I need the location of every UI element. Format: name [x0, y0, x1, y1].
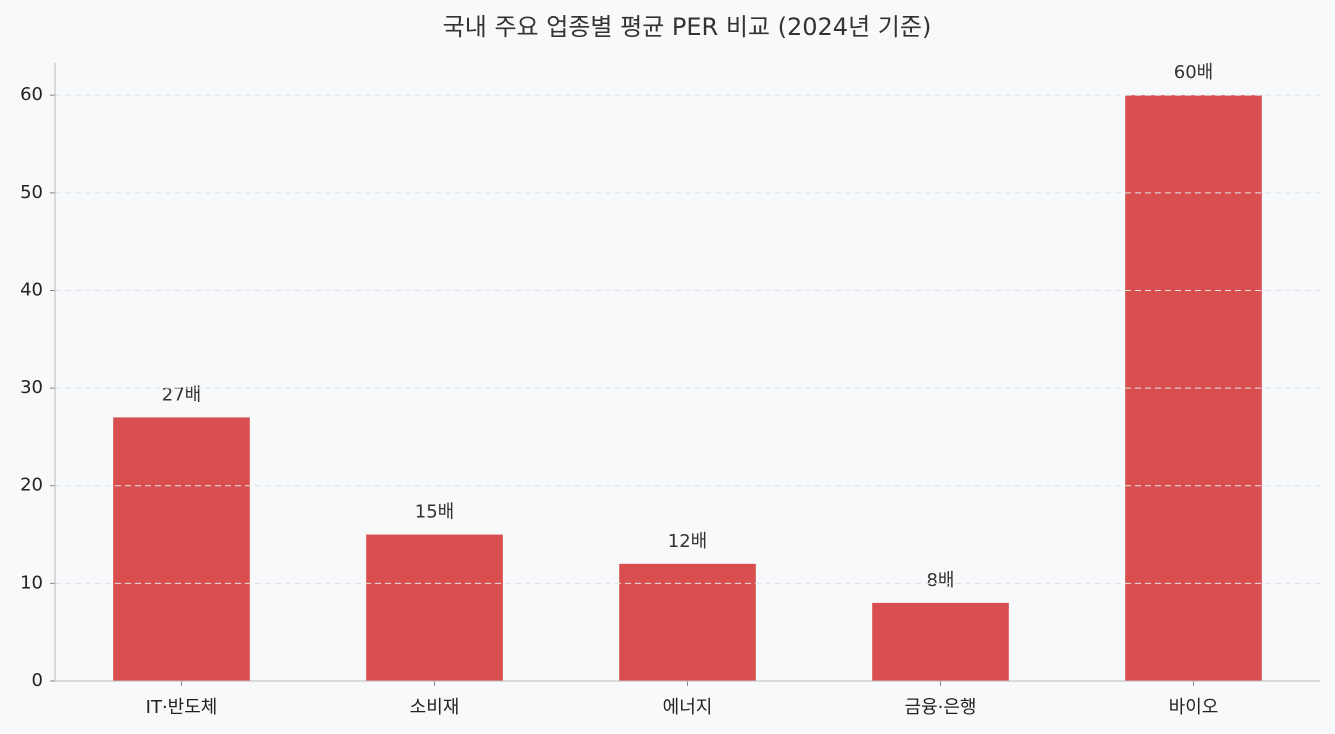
y-tick-label: 20 — [20, 475, 43, 496]
bar — [872, 602, 1009, 681]
x-tick-label: 금융·은행 — [905, 697, 977, 718]
bar — [366, 534, 503, 681]
x-tick-label: 바이오 — [1169, 697, 1219, 718]
x-tick-label: 소비재 — [410, 697, 460, 718]
x-tick-label: IT·반도체 — [146, 697, 218, 718]
bar — [113, 417, 250, 681]
y-tick-label: 30 — [20, 377, 43, 398]
x-tick-label: 에너지 — [663, 697, 713, 718]
y-tick-label: 10 — [20, 572, 43, 593]
y-tick-label: 0 — [32, 670, 43, 691]
value-label: 15배 — [415, 502, 454, 523]
y-tick-label: 60 — [20, 84, 43, 105]
value-label: 27배 — [162, 384, 201, 405]
value-label: 12배 — [668, 531, 707, 552]
chart-title: 국내 주요 업종별 평균 PER 비교 (2024년 기준) — [443, 13, 932, 41]
value-label: 8배 — [926, 570, 954, 591]
y-tick-label: 40 — [20, 279, 43, 300]
value-label: 60배 — [1174, 62, 1213, 83]
y-tick-label: 50 — [20, 182, 43, 203]
bar — [619, 563, 756, 681]
